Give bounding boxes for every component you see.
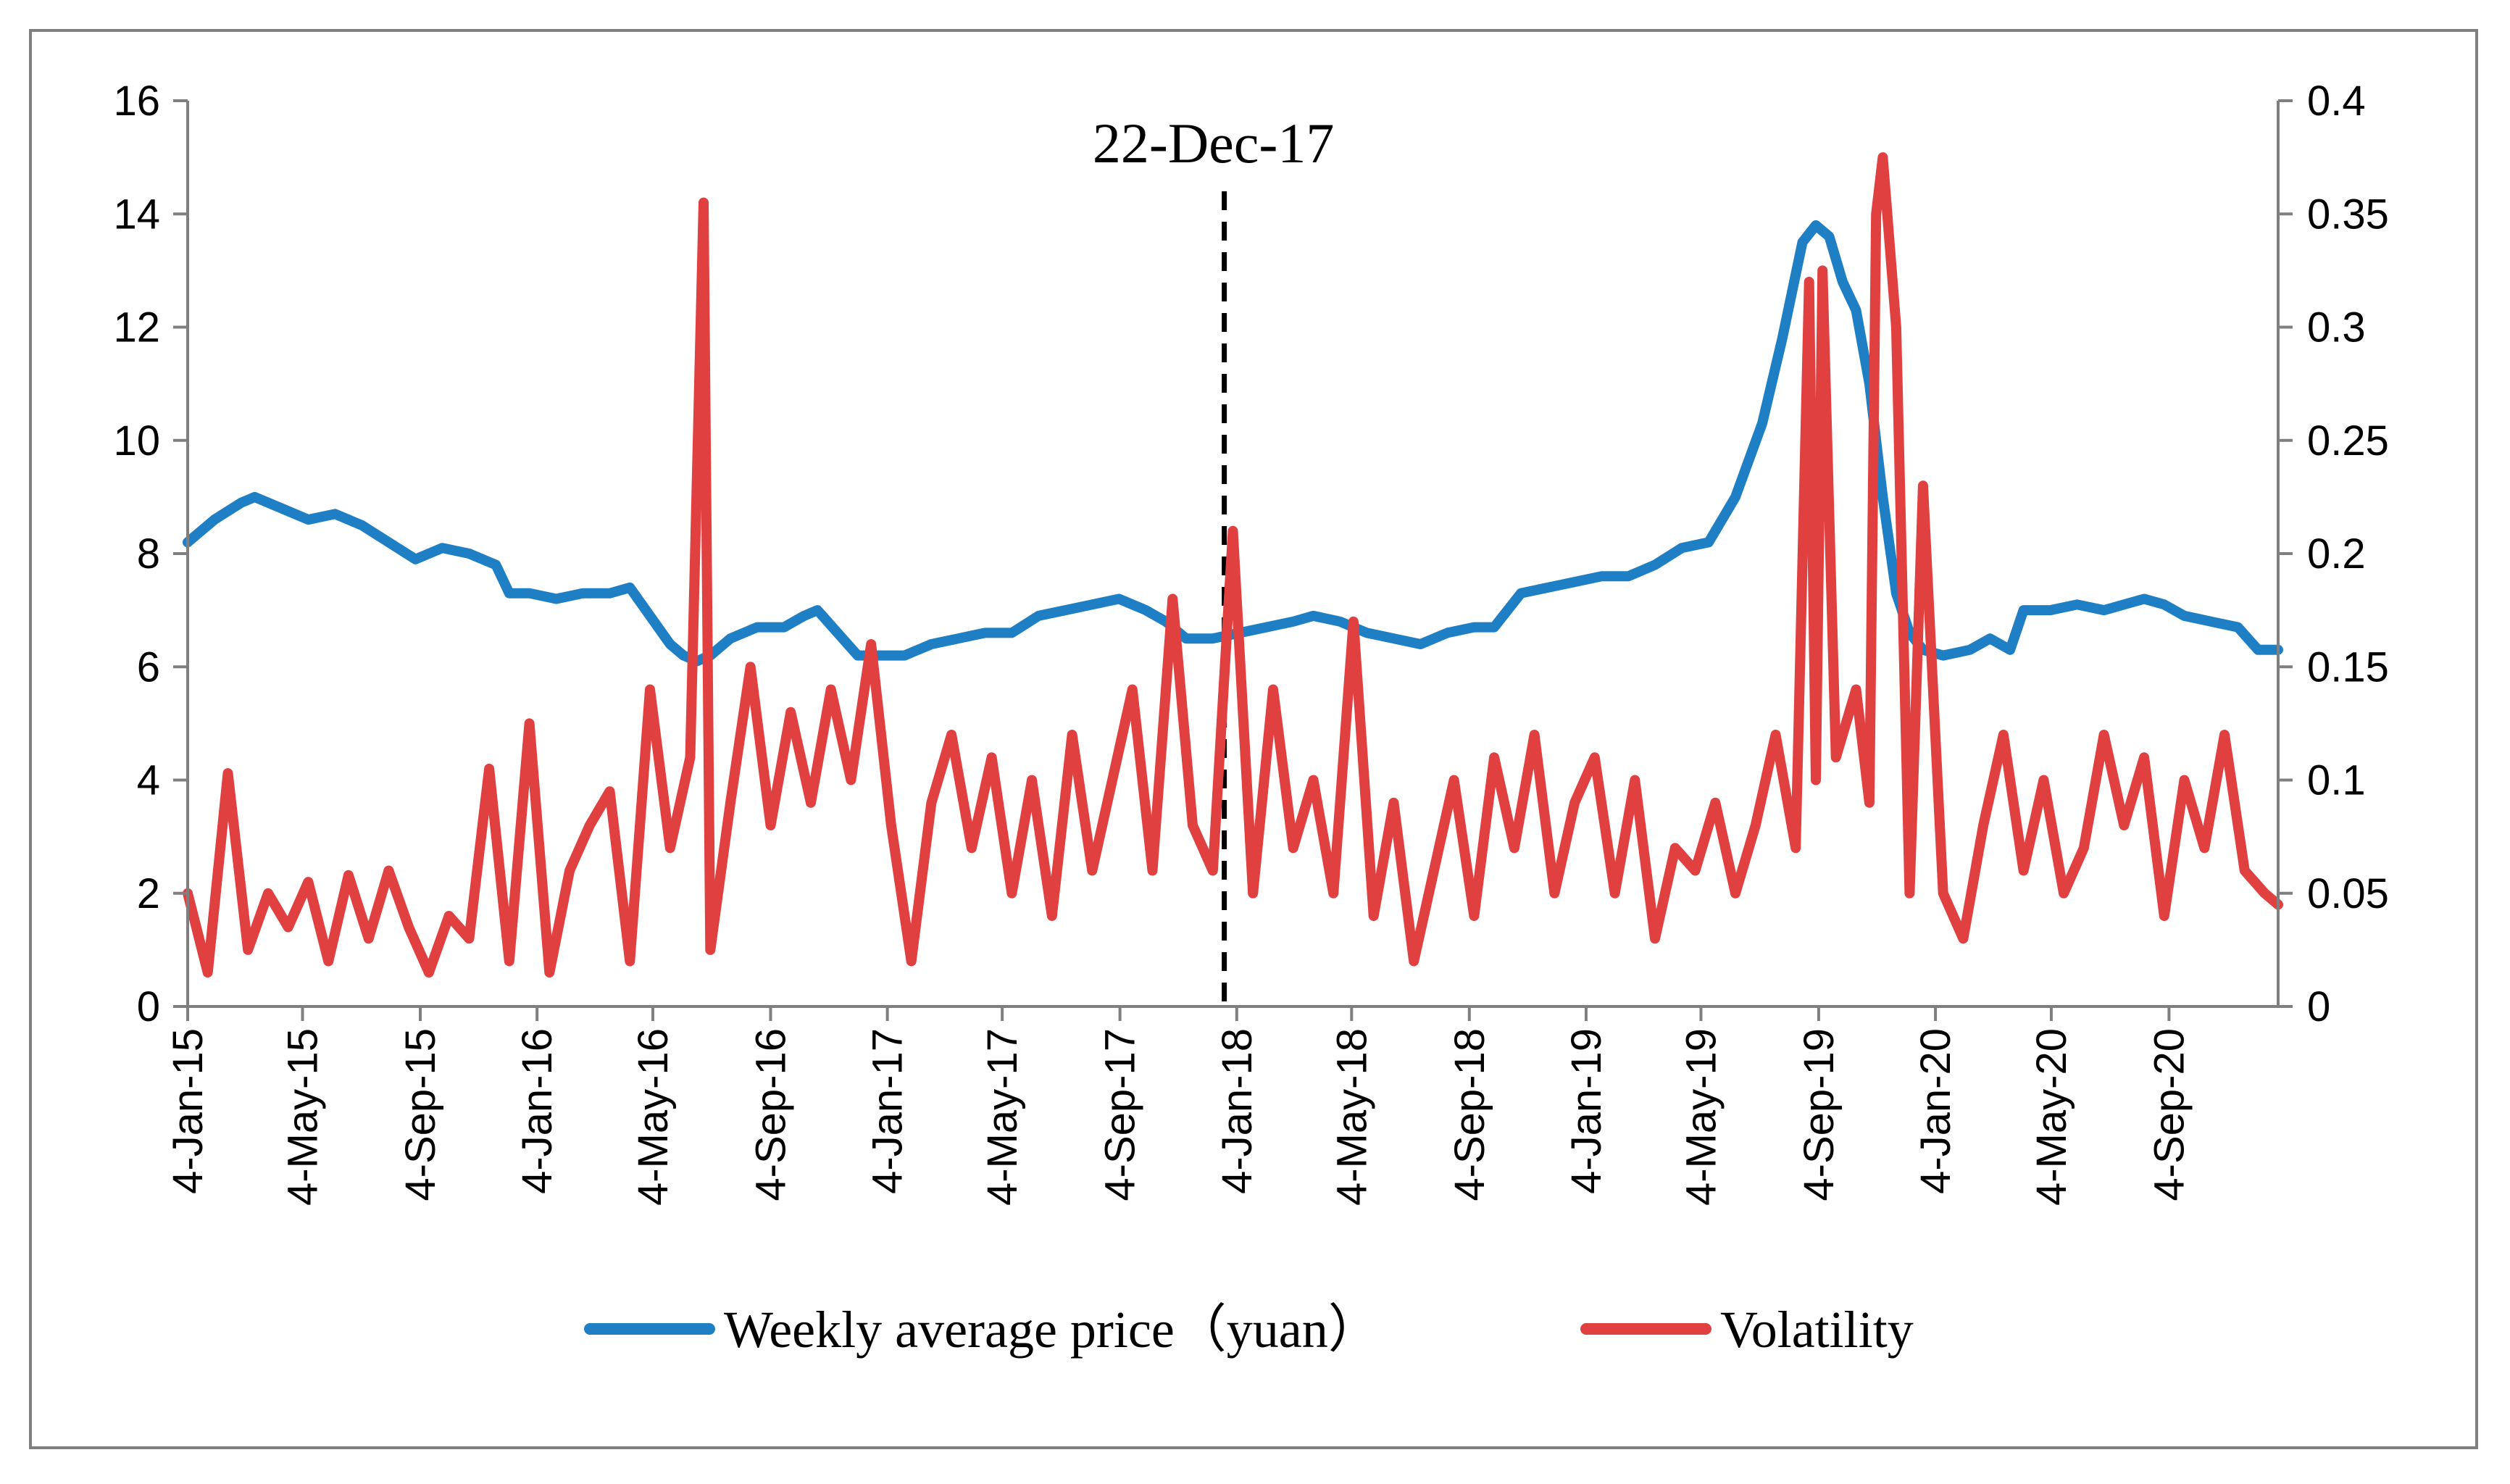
legend-label-price: Weekly average price（yuan） [724, 1301, 1380, 1359]
y-right-tick-label: 0.1 [2307, 757, 2366, 804]
y-right-tick-label: 0.05 [2307, 870, 2389, 917]
y-left-tick-label: 4 [137, 757, 160, 804]
x-tick-label: 4-May-16 [630, 1028, 677, 1206]
y-right-tick-label: 0.3 [2307, 304, 2366, 351]
y-left-tick-label: 14 [113, 191, 160, 238]
x-tick-label: 4-Jan-18 [1214, 1028, 1261, 1194]
series-line-price [183, 220, 2283, 667]
y-left-tick-label: 10 [113, 417, 160, 464]
x-tick-label: 4-Sep-15 [397, 1028, 444, 1201]
x-tick-label: 4-May-17 [979, 1028, 1026, 1206]
x-tick-label: 4-Jan-17 [864, 1028, 912, 1194]
y-right-tick-label: 0.4 [2307, 78, 2366, 125]
chart-frame: 22-Dec-17 0 2 4 6 8 10 12 14 16 0 0.05 0.1 0.15 0.2 0.… [29, 29, 2478, 1449]
y-left-tick-label: 12 [113, 304, 160, 351]
y-left-tick-label: 0 [137, 983, 160, 1030]
series-line-volatility [183, 152, 2283, 978]
y-right-tick-label: 0 [2307, 983, 2330, 1030]
x-tick-label: 4-Sep-17 [1097, 1028, 1144, 1201]
y-right-tick-label: 0.15 [2307, 643, 2389, 691]
x-tick-label: 4-May-20 [2028, 1028, 2075, 1206]
x-tick-label: 4-Jan-19 [1563, 1028, 1610, 1194]
axes-layer: 0 2 4 6 8 10 12 14 16 0 0.05 0.1 0.15 0.2 0.25 0.3 0.35 0… [113, 78, 2388, 1206]
legend-label-volatility: Volatility [1720, 1301, 1914, 1359]
y-left-tick-label: 16 [113, 78, 160, 125]
y-left-tick-label: 8 [137, 530, 160, 578]
x-tick-label: 4-Sep-19 [1796, 1028, 1843, 1201]
annotation-label: 22-Dec-17 [1093, 112, 1335, 175]
y-right-tick-label: 0.2 [2307, 530, 2366, 578]
x-tick-label: 4-Jan-16 [514, 1028, 561, 1194]
x-tick-label: 4-May-15 [280, 1028, 327, 1206]
chart-svg: 22-Dec-17 0 2 4 6 8 10 12 14 16 0 0.05 0.1 0.15 0.2 0.… [113, 78, 2388, 1359]
x-tick-label: 4-May-18 [1328, 1028, 1375, 1206]
x-tick-label: 4-Sep-18 [1446, 1028, 1493, 1201]
y-right-tick-label: 0.25 [2307, 417, 2389, 464]
x-tick-label: 4-Sep-20 [2146, 1028, 2193, 1201]
x-tick-label: 4-May-19 [1677, 1028, 1725, 1206]
y-left-tick-label: 6 [137, 643, 160, 691]
series-layer [183, 152, 2283, 978]
legend-layer: Weekly average price（yuan） Volatility [584, 1301, 1914, 1359]
x-tick-label: 4-Jan-15 [164, 1028, 212, 1194]
y-right-tick-label: 0.35 [2307, 191, 2389, 238]
x-tick-label: 4-Sep-16 [747, 1028, 794, 1201]
x-tick-label: 4-Jan-20 [1912, 1028, 1959, 1194]
y-left-tick-label: 2 [137, 870, 160, 917]
